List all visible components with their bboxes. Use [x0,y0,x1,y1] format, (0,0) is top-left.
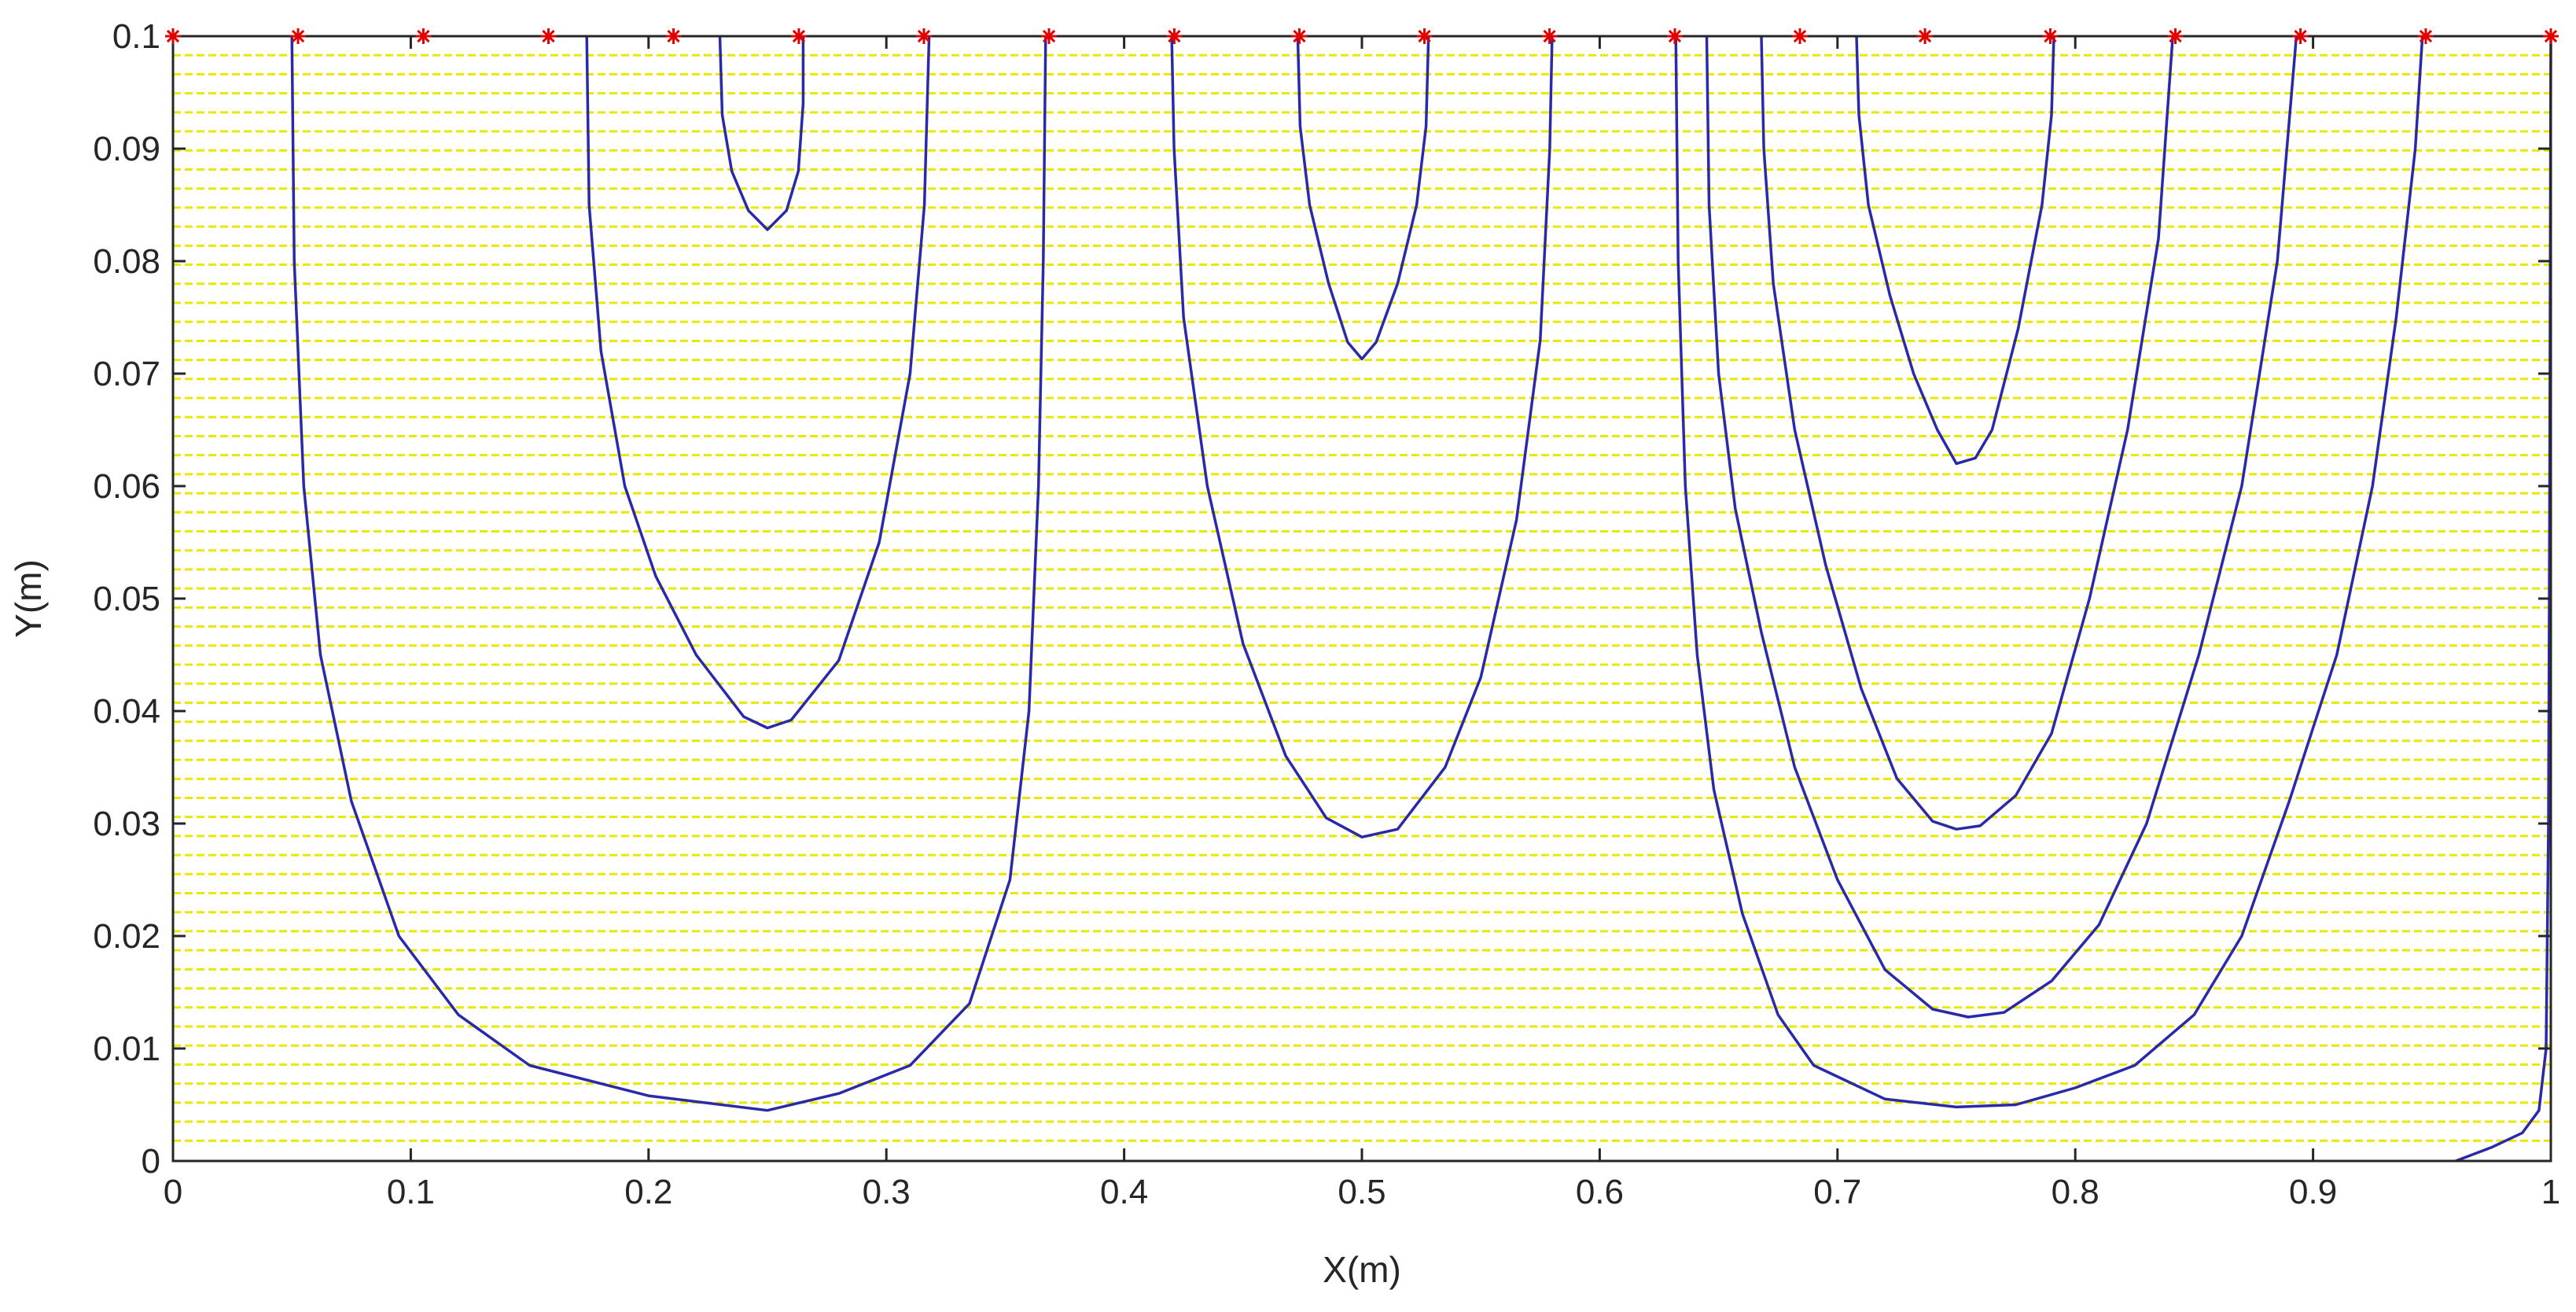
x-tick-label: 0.4 [1100,1173,1148,1211]
curve-line-4 [1170,35,1554,838]
star-marker [2543,28,2559,44]
star-marker-stroke [667,29,680,43]
star-marker [2042,28,2059,44]
star-marker [2292,28,2309,44]
y-tick-label: 0.09 [93,130,160,168]
x-tick-label: 0.3 [863,1173,911,1211]
star-marker [1166,28,1183,44]
star-marker [915,28,932,44]
star-marker [1041,28,1058,44]
star-marker [1416,28,1433,44]
star-marker [290,28,307,44]
star-marker-stroke [792,29,806,43]
star-marker-stroke [1668,29,1682,43]
star-marker-stroke [291,29,305,43]
curve-line-6 [1674,35,2424,1109]
curve-line-9 [1855,35,2055,466]
y-axis-title: Y(m) [8,559,49,638]
y-tick-label: 0.03 [93,805,160,843]
y-tick-group: 0 0.01 0.02 0.03 0.04 0.05 0.06 0.07 0.08 0.09 0.1 [93,17,2551,1181]
star-marker-stroke [1293,29,1306,43]
y-tick-label: 0.02 [93,917,160,956]
x-tick-label: 0 [164,1173,182,1211]
star-marker-stroke [417,29,430,43]
star-marker [540,28,557,44]
curve-line-8 [1760,35,2174,831]
star-marker [1917,28,1934,44]
star-marker-stroke [2044,29,2057,43]
star-marker-stroke [1918,29,1932,43]
star-marker-stroke [917,29,931,43]
curve-line-3 [718,35,805,231]
star-marker-stroke [2294,29,2307,43]
star-marker [2167,28,2184,44]
star-marker [165,28,181,44]
star-marker-stroke [1042,29,1056,43]
marker-group [165,28,2559,44]
star-marker-stroke [2419,29,2433,43]
star-marker [1666,28,1683,44]
x-tick-label: 0.5 [1338,1173,1386,1211]
curve-line-2 [585,35,931,730]
x-axis-title: X(m) [1323,1249,1401,1290]
x-tick-group: 0 0.1 0.2 0.3 0.4 0.5 0.6 0.7 0.8 0.9 1 [164,36,2560,1211]
x-tick-label: 0.1 [387,1173,435,1211]
star-marker-stroke [1168,29,1181,43]
star-marker [1541,28,1558,44]
star-marker-stroke [1543,29,1556,43]
star-marker-stroke [166,29,180,43]
star-marker [415,28,432,44]
x-tick-label: 0.8 [2052,1173,2099,1211]
y-tick-label: 0.05 [93,580,160,618]
curve-line-1 [290,35,1047,1112]
x-tick-label: 0.9 [2289,1173,2337,1211]
curve-group [290,35,2552,1163]
curve-line-7 [1705,35,2298,1019]
star-marker-stroke [2169,29,2182,43]
y-tick-label: 0.06 [93,467,160,506]
y-tick-label: 0.04 [93,692,160,731]
y-tick-label: 0.1 [112,17,160,56]
curve-line-10 [2455,35,2552,1163]
star-marker-stroke [1793,29,1807,43]
star-marker [2417,28,2434,44]
curve-line-5 [1296,35,1430,361]
star-marker [790,28,807,44]
x-tick-label: 0.6 [1576,1173,1624,1211]
x-tick-label: 0.2 [624,1173,672,1211]
star-marker-stroke [2544,29,2558,43]
y-tick-label: 0.07 [93,355,160,393]
x-tick-label: 0.7 [1813,1173,1861,1211]
y-tick-label: 0 [142,1142,160,1181]
star-marker [665,28,682,44]
x-tick-label: 1 [2541,1173,2560,1211]
star-marker [1792,28,1809,44]
star-marker-stroke [542,29,555,43]
star-marker-stroke [1418,29,1431,43]
star-marker [1291,28,1308,44]
y-tick-label: 0.01 [93,1030,160,1068]
y-tick-label: 0.08 [93,242,160,281]
